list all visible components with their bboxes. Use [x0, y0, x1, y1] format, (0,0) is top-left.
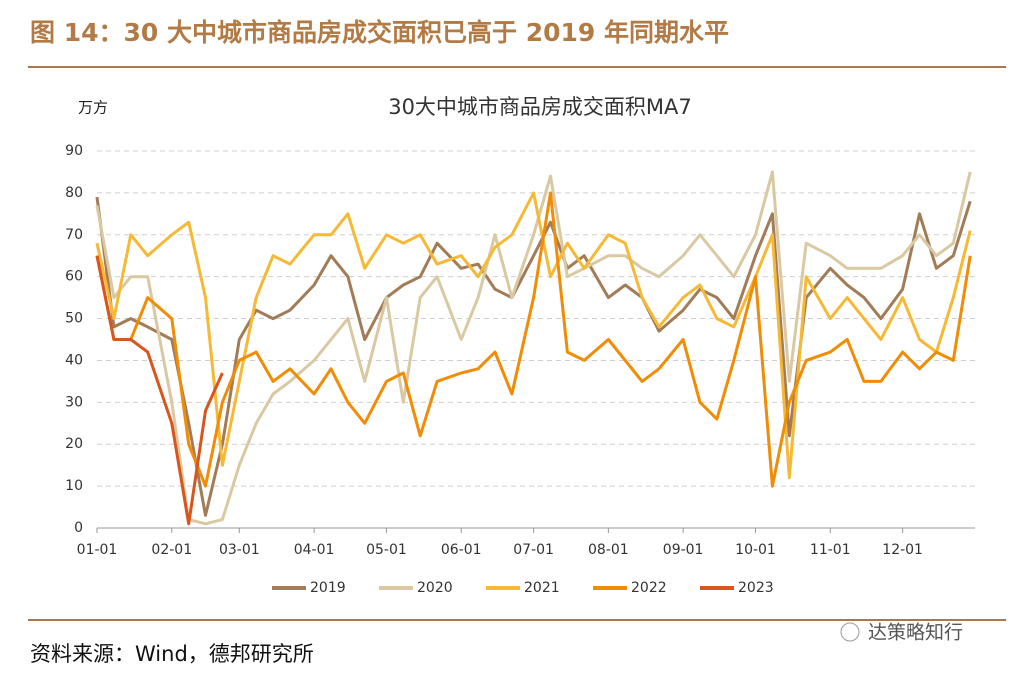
y-tick-label: 70	[65, 227, 83, 243]
x-tick-label: 09-01	[663, 542, 704, 558]
header-title: 图 14：30 大中城市商品房成交面积已高于 2019 年同期水平	[30, 18, 729, 47]
y-tick-label: 40	[65, 352, 83, 368]
x-tick-label: 06-01	[441, 542, 482, 558]
y-tick-label: 60	[65, 269, 83, 285]
chart-title: 30大中城市商品房成交面积MA7	[388, 95, 692, 119]
y-tick-label: 30	[65, 394, 83, 410]
y-tick-label: 80	[65, 185, 83, 201]
legend-label: 2021	[524, 580, 560, 596]
legend-label: 2023	[738, 580, 774, 596]
x-tick-label: 08-01	[588, 542, 629, 558]
watermark: 达策略知行	[868, 622, 963, 644]
series-line	[95, 196, 972, 517]
y-axis-unit: 万方	[78, 99, 108, 117]
x-tick-label: 04-01	[294, 542, 335, 558]
series-line	[95, 191, 972, 488]
x-tick-label: 12-01	[882, 542, 923, 558]
x-tick-label: 03-01	[219, 542, 260, 558]
x-tick-label: 10-01	[735, 542, 776, 558]
y-tick-label: 90	[65, 143, 83, 159]
legend-label: 2020	[417, 580, 453, 596]
legend-label: 2022	[631, 580, 667, 596]
y-tick-label: 20	[65, 436, 83, 452]
y-tick-label: 10	[65, 478, 83, 494]
y-tick-label: 0	[74, 520, 83, 536]
legend-label: 2019	[310, 580, 346, 596]
x-tick-label: 07-01	[513, 542, 554, 558]
y-tick-label: 50	[65, 311, 83, 327]
source: 资料来源：Wind，德邦研究所	[30, 642, 314, 666]
x-tick-label: 02-01	[151, 542, 192, 558]
x-tick-label: 01-01	[77, 542, 118, 558]
series-line	[95, 170, 972, 526]
x-tick-label: 05-01	[366, 542, 407, 558]
watermark-icon	[840, 622, 860, 642]
series-line	[95, 191, 972, 480]
x-tick-label: 11-01	[810, 542, 851, 558]
series-line	[95, 255, 224, 526]
